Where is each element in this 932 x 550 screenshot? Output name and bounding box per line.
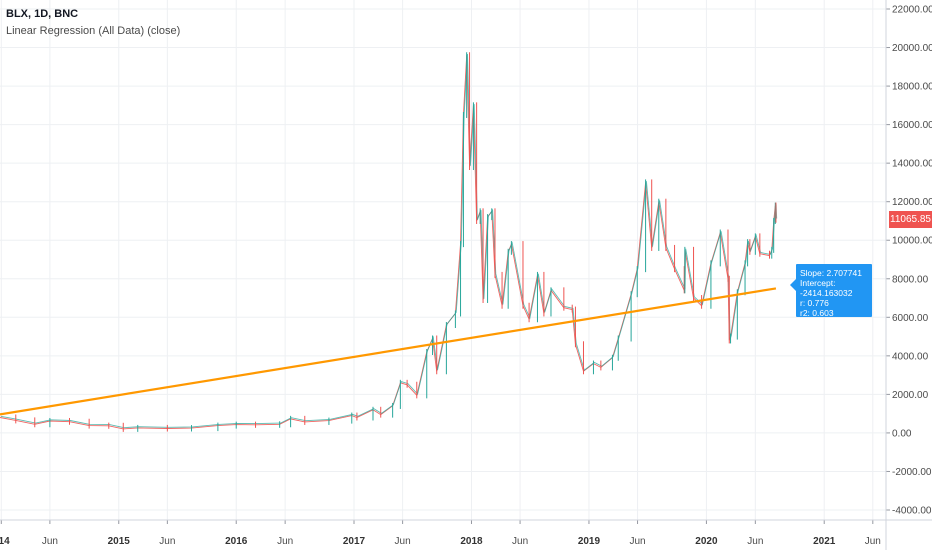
y-tick-label: 18000.00 (892, 82, 932, 93)
y-tick-label: 16000.00 (892, 120, 932, 131)
x-tick-label: 2020 (695, 536, 718, 547)
grid-lines (0, 0, 886, 520)
x-tick-label: Jun (42, 536, 58, 547)
y-tick-label: -4000.00 (892, 506, 932, 517)
y-tick-label: 0.00 (892, 428, 912, 439)
y-tick-label: -2000.00 (892, 467, 932, 478)
regression-layer (0, 287, 777, 416)
y-tick-label: 10000.00 (892, 236, 932, 247)
x-tick-label: Jun (159, 536, 175, 547)
symbol-title[interactable]: BLX, 1D, BNC (6, 8, 79, 20)
y-tick-label: 22000.00 (892, 5, 932, 16)
x-tick-label: 2019 (578, 536, 601, 547)
r-label: r: 0.776 (800, 298, 829, 308)
x-tick-label: Jun (395, 536, 411, 547)
y-tick-label: 6000.00 (892, 313, 929, 324)
price-series (0, 52, 778, 432)
y-tick-label: 2000.00 (892, 390, 929, 401)
x-tick-label: Jun (512, 536, 528, 547)
regression-line[interactable] (0, 287, 777, 416)
y-tick-label: 14000.00 (892, 159, 932, 170)
x-tick-label: Jun (277, 536, 293, 547)
x-tick-label: Jun (747, 536, 763, 547)
regression-stats-box: Slope: 2.707741 Intercept: -2414.163032 … (790, 264, 872, 318)
price-line-down (0, 55, 777, 430)
last-price-tag: 11065.85 (889, 211, 932, 229)
intercept-label: Intercept: -2414.163032 (800, 278, 853, 298)
r2-label: r2: 0.603 (800, 308, 834, 318)
chart-legend: BLX, 1D, BNC Linear Regression (All Data… (6, 6, 180, 40)
y-tick-label: 12000.00 (892, 197, 932, 208)
x-tick-label: 014 (0, 536, 10, 547)
x-tick-label: Jun (865, 536, 881, 547)
x-tick-label: 2015 (108, 536, 131, 547)
y-tick-label: 20000.00 (892, 43, 932, 54)
x-tick-label: Jun (629, 536, 645, 547)
slope-label: Slope: 2.707741 (800, 268, 862, 278)
x-tick-label: 2018 (460, 536, 483, 547)
x-tick-label: 2017 (343, 536, 366, 547)
x-tick-label: 2021 (813, 536, 836, 547)
indicator-title[interactable]: Linear Regression (All Data) (close) (6, 25, 181, 37)
y-tick-label: 8000.00 (892, 274, 929, 285)
price-line-up (0, 53, 778, 429)
x-tick-label: 2016 (225, 536, 248, 547)
y-tick-label: 4000.00 (892, 351, 929, 362)
